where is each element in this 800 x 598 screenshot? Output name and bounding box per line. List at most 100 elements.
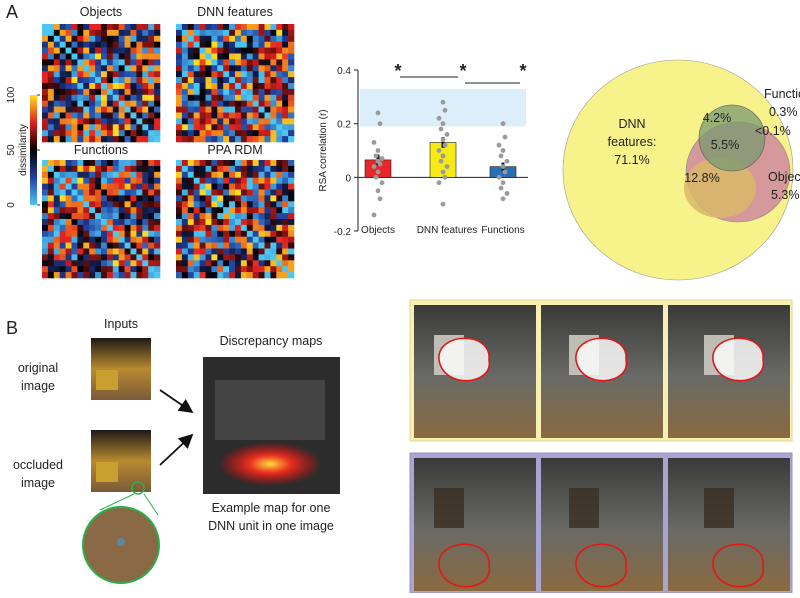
rdm-cell bbox=[106, 248, 114, 255]
rdm-cell bbox=[130, 272, 137, 279]
rdm-cell bbox=[89, 29, 96, 37]
rdm-cell bbox=[130, 224, 137, 232]
rdm-cell bbox=[148, 53, 155, 60]
caption: DNN unit in one image bbox=[208, 519, 334, 533]
rdm-cell bbox=[211, 242, 218, 249]
rdm-cell bbox=[205, 242, 212, 249]
rdm-cell bbox=[288, 112, 295, 119]
rdm-cell bbox=[211, 236, 218, 243]
rdm-cell bbox=[252, 53, 259, 60]
rdm-cell bbox=[240, 118, 248, 125]
rdm-cell bbox=[71, 112, 78, 119]
venn-label: Objects: bbox=[768, 170, 800, 184]
rdm-cell bbox=[205, 236, 212, 243]
rdm-cell bbox=[211, 65, 218, 72]
rdm-cell bbox=[148, 213, 155, 220]
rdm-cell bbox=[199, 94, 206, 101]
rdm-cell bbox=[282, 224, 289, 232]
photo-detail bbox=[704, 488, 734, 528]
rdm-cell bbox=[106, 230, 114, 237]
rdm-cell bbox=[53, 272, 60, 279]
rdm-cell bbox=[270, 77, 277, 84]
rdm-cell bbox=[101, 242, 108, 249]
rdm-cell bbox=[217, 219, 224, 226]
rdm-cell bbox=[288, 260, 295, 267]
rdm-cell bbox=[181, 88, 189, 96]
subject-point bbox=[377, 161, 383, 167]
rdm-cell bbox=[223, 59, 230, 66]
rdm-cell bbox=[148, 242, 155, 249]
rdm-cell bbox=[65, 53, 72, 60]
rdm-cell bbox=[276, 88, 283, 96]
rdm-cell bbox=[42, 236, 49, 243]
rdm-cell bbox=[270, 136, 277, 143]
rdm-cell bbox=[199, 77, 206, 84]
rdm-cell bbox=[240, 201, 248, 208]
rdm-cell bbox=[124, 177, 131, 184]
rdm-cell bbox=[187, 254, 194, 261]
rdm-cell bbox=[59, 53, 66, 60]
rdm-cell bbox=[223, 77, 230, 84]
rdm-cell bbox=[154, 207, 161, 214]
rdm-cell bbox=[205, 189, 212, 196]
rdm-cell bbox=[205, 41, 212, 48]
rdm-cell bbox=[240, 136, 248, 143]
rdm-cell bbox=[130, 59, 137, 66]
rdm-cell bbox=[77, 106, 84, 113]
rdm-cell bbox=[282, 29, 289, 37]
rdm-cell bbox=[187, 118, 194, 125]
rdm-cell bbox=[136, 35, 143, 42]
rdm-cell bbox=[252, 236, 259, 243]
rdm-cell bbox=[47, 112, 55, 119]
rdm-cell bbox=[148, 219, 155, 226]
rdm-cell bbox=[71, 124, 78, 131]
rdm-cell bbox=[211, 47, 218, 54]
panel-label: B bbox=[6, 318, 18, 338]
rdm-cell bbox=[258, 29, 265, 37]
rdm-cell bbox=[112, 124, 119, 131]
rdm-cell bbox=[181, 100, 189, 107]
rdm-cell bbox=[276, 47, 283, 54]
rdm-cell bbox=[83, 118, 90, 125]
rdm-cell bbox=[130, 171, 137, 178]
rdm-cell bbox=[282, 207, 289, 214]
rdm-cell bbox=[101, 106, 108, 113]
rdm-cell bbox=[77, 88, 84, 96]
rdm-cell bbox=[112, 88, 119, 96]
rdm-cell bbox=[89, 65, 96, 72]
rdm-cell bbox=[258, 53, 265, 60]
rdm-cell bbox=[112, 171, 119, 178]
rdm-cell bbox=[95, 35, 102, 42]
rdm-cell bbox=[148, 207, 155, 214]
rdm-cell bbox=[187, 29, 194, 37]
rdm-cell bbox=[77, 219, 84, 226]
rdm-cell bbox=[95, 177, 102, 184]
rdm-cell bbox=[264, 71, 271, 78]
rdm-cell bbox=[246, 272, 253, 279]
rdm-cell bbox=[235, 77, 242, 84]
rdm-cell bbox=[181, 230, 189, 237]
rdm-cell bbox=[124, 260, 131, 267]
venn-label: 4.2% bbox=[703, 111, 732, 125]
rdm-cell bbox=[199, 236, 206, 243]
rdm-cell bbox=[229, 136, 236, 143]
rdm-cell bbox=[223, 53, 230, 60]
rdm-cell bbox=[229, 224, 236, 232]
subject-point bbox=[375, 110, 381, 116]
rdm-cell bbox=[124, 236, 131, 243]
rdm-cell bbox=[154, 213, 161, 220]
rdm-cell bbox=[89, 94, 96, 101]
rdm-cell bbox=[193, 230, 200, 237]
rdm-cell bbox=[187, 219, 194, 226]
rdm-cell bbox=[288, 77, 295, 84]
rdm-cell bbox=[181, 183, 189, 190]
rdm-cell bbox=[124, 171, 131, 178]
rdm-cell bbox=[47, 236, 55, 243]
rdm-cell bbox=[187, 272, 194, 279]
rdm-cell bbox=[59, 207, 66, 214]
rdm-cell bbox=[130, 124, 137, 131]
rdm-cell bbox=[101, 88, 108, 96]
rdm-cell bbox=[270, 112, 277, 119]
rdm-cell bbox=[83, 201, 90, 208]
rdm-cell bbox=[258, 65, 265, 72]
